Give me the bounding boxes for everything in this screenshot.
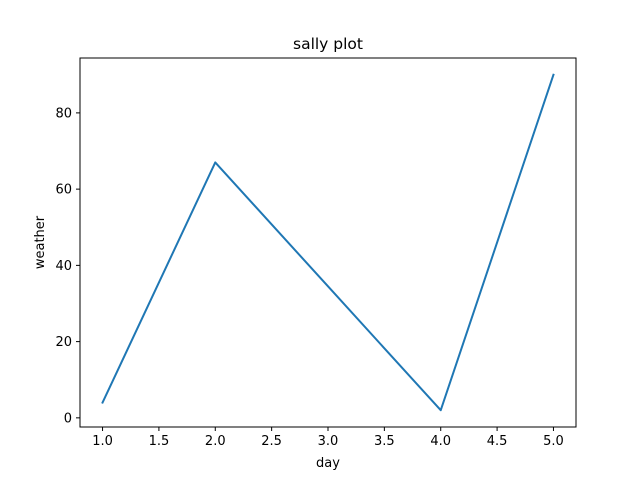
axes-frame [79, 57, 577, 428]
x-tick-label: 1.5 [149, 434, 170, 449]
chart-title: sally plot [293, 35, 363, 53]
x-tick-label: 3.0 [318, 434, 339, 449]
x-tick-label: 2.0 [205, 434, 226, 449]
x-tick-label: 5.0 [543, 434, 564, 449]
x-tick-label: 1.0 [92, 434, 113, 449]
y-tick-label: 20 [55, 335, 72, 350]
x-axis-label: day [316, 456, 340, 471]
x-tick-label: 4.0 [430, 434, 451, 449]
series-line-weather [101, 73, 555, 412]
x-axis-ticks: 1.0 1.5 2.0 2.5 3.0 3.5 4.0 4.5 5.0 [92, 427, 564, 449]
y-tick-label: 40 [55, 259, 72, 274]
y-axis-ticks: 0 20 40 60 80 [55, 106, 80, 426]
y-axis-label: weather [33, 215, 48, 269]
y-tick-label: 0 [64, 411, 72, 426]
y-tick-label: 60 [55, 183, 72, 198]
plot-area [80, 58, 576, 427]
x-tick-label: 4.5 [487, 434, 508, 449]
y-tick-label: 80 [55, 106, 72, 121]
x-tick-label: 2.5 [261, 434, 282, 449]
x-tick-label: 3.5 [374, 434, 395, 449]
